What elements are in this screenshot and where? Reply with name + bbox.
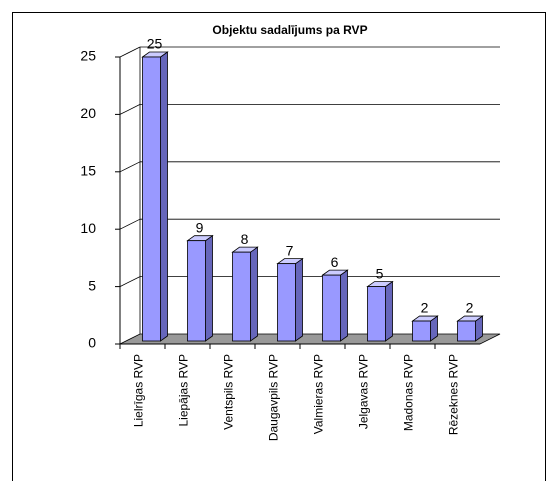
grid-line-side — [119, 276, 141, 287]
bar-side — [160, 51, 168, 342]
bar-side — [250, 246, 258, 342]
chart-frame — [12, 12, 546, 481]
bar-side — [385, 280, 393, 342]
x-tick-label: Jelgavas RVP — [357, 354, 371, 429]
bar — [457, 320, 476, 342]
y-tick-label: 10 — [80, 220, 96, 236]
x-tick-label: Ventspils RVP — [222, 354, 236, 430]
bar — [277, 263, 296, 342]
grid-line-side — [119, 46, 141, 58]
x-tick-label: Daugavpils RVP — [267, 354, 281, 441]
x-tick-label: Valmieras RVP — [312, 354, 326, 434]
grid-line-side — [119, 161, 141, 173]
bar — [142, 56, 161, 342]
bar — [412, 320, 431, 342]
data-label: 2 — [421, 300, 429, 316]
bar-side — [205, 234, 213, 342]
data-label: 7 — [286, 242, 294, 258]
data-label: 6 — [331, 254, 339, 270]
y-tick-label: 5 — [88, 277, 96, 293]
grid-line-side — [119, 218, 141, 230]
data-label: 2 — [466, 300, 474, 316]
bar-side — [295, 257, 303, 342]
floor — [119, 333, 501, 345]
x-tick-label: Lielrīgas RVP — [132, 354, 146, 427]
bar-side — [340, 269, 348, 342]
x-tick-label: Madonas RVP — [402, 354, 416, 431]
x-tick-label: Rēzeknes RVP — [447, 354, 461, 435]
y-tick-label: 20 — [80, 105, 96, 121]
y-tick-label: 0 — [88, 335, 96, 351]
y-tick-label: 25 — [80, 48, 96, 64]
data-label: 9 — [196, 219, 204, 235]
x-tick-label: Liepājas RVP — [177, 354, 191, 427]
data-label: 8 — [241, 231, 249, 247]
y-tick-label: 15 — [80, 163, 96, 179]
chart-title: Objektu sadalījums pa RVP — [212, 23, 367, 37]
bar — [187, 240, 206, 342]
bar — [232, 251, 251, 342]
bar — [322, 274, 341, 342]
data-label: 5 — [376, 265, 384, 281]
grid-line-side — [119, 104, 141, 115]
data-label: 25 — [147, 36, 163, 52]
bar — [367, 286, 386, 342]
